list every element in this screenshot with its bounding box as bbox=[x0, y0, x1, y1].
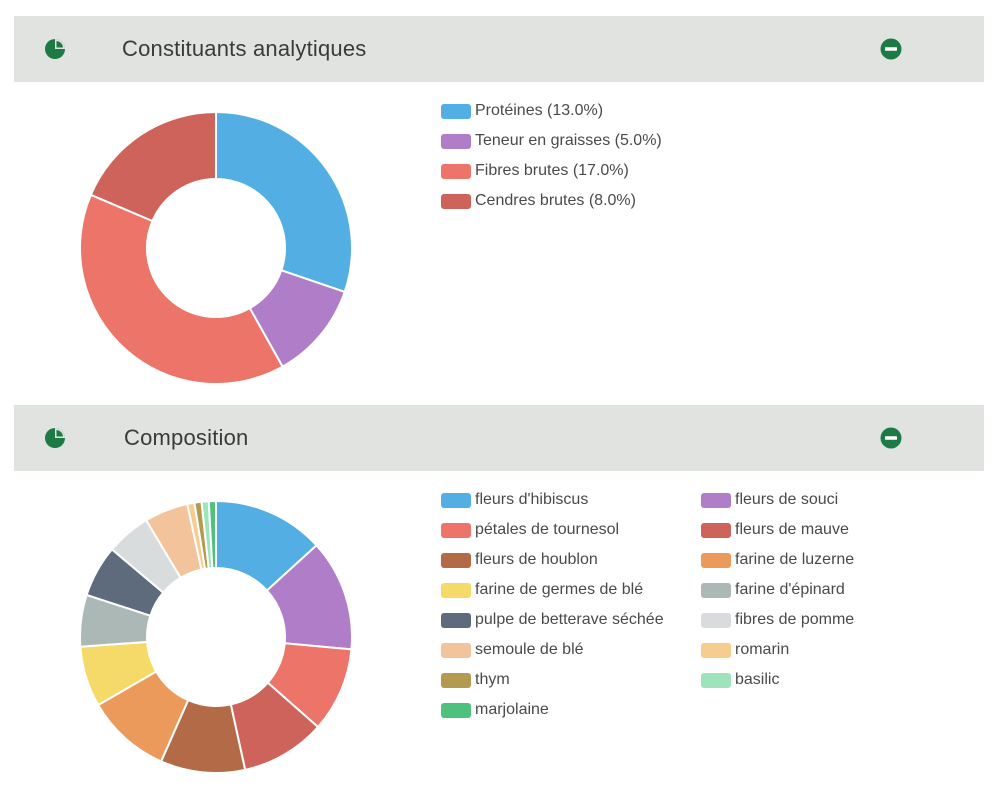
composition-donut-chart bbox=[79, 499, 353, 774]
legend-swatch bbox=[701, 523, 731, 538]
legend-swatch bbox=[441, 164, 471, 179]
legend-label: marjolaine bbox=[475, 701, 549, 718]
legend-swatch bbox=[441, 134, 471, 149]
collapse-minus-icon[interactable] bbox=[880, 427, 902, 449]
legend-label: Teneur en graisses (5.0%) bbox=[475, 132, 662, 149]
legend-label: fleurs de souci bbox=[735, 491, 839, 508]
legend-label: Fibres brutes (17.0%) bbox=[475, 162, 629, 179]
legend-swatch bbox=[441, 194, 471, 209]
legend-swatch bbox=[441, 553, 471, 568]
legend-label: fleurs de houblon bbox=[475, 551, 598, 568]
legend-label: fleurs de mauve bbox=[735, 521, 849, 538]
legend-label: fleurs d'hibiscus bbox=[475, 491, 589, 508]
legend-swatch bbox=[441, 613, 471, 628]
legend-label: pétales de tournesol bbox=[475, 521, 620, 538]
legend-swatch bbox=[441, 703, 471, 718]
donut-slice[interactable] bbox=[207, 499, 217, 570]
legend-label: romarin bbox=[735, 641, 790, 658]
legend-swatch bbox=[441, 104, 471, 119]
analytical-legend: Protéines (13.0%) Teneur en graisses (5.0… bbox=[441, 101, 841, 231]
legend-label: thym bbox=[475, 671, 510, 688]
donut-slice[interactable] bbox=[215, 110, 353, 294]
legend-label: farine d'épinard bbox=[735, 581, 845, 598]
legend-label: semoule de blé bbox=[475, 641, 584, 658]
legend-label: farine de luzerne bbox=[735, 551, 855, 568]
section-header-composition: Composition bbox=[14, 405, 984, 471]
composition-legend: fleurs d'hibiscus fleurs de souci pétales … bbox=[441, 490, 961, 730]
legend-swatch bbox=[441, 643, 471, 658]
legend-swatch bbox=[701, 493, 731, 508]
legend-label: farine de germes de blé bbox=[475, 581, 644, 598]
legend-label: Cendres brutes (8.0%) bbox=[475, 192, 636, 209]
donut-slice[interactable] bbox=[89, 110, 217, 223]
legend-swatch bbox=[441, 493, 471, 508]
legend-label: basilic bbox=[735, 671, 780, 688]
collapse-minus-icon[interactable] bbox=[880, 38, 902, 60]
donut-slice[interactable] bbox=[79, 193, 284, 385]
legend-swatch bbox=[701, 553, 731, 568]
section-title: Composition bbox=[124, 425, 249, 450]
legend-swatch bbox=[701, 583, 731, 598]
legend-swatch bbox=[701, 613, 731, 628]
legend-label: fibres de pomme bbox=[735, 611, 855, 628]
legend-swatch bbox=[441, 673, 471, 688]
section-title: Constituants analytiques bbox=[122, 36, 367, 61]
pie-chart-icon bbox=[45, 39, 65, 59]
analytical-donut-chart bbox=[79, 110, 353, 385]
legend-swatch bbox=[701, 643, 731, 658]
pie-chart-icon bbox=[45, 428, 65, 448]
legend-label: pulpe de betterave séchée bbox=[475, 611, 664, 628]
section-header-analytical: Constituants analytiques bbox=[14, 16, 984, 82]
legend-swatch bbox=[441, 523, 471, 538]
legend-swatch bbox=[441, 583, 471, 598]
legend-swatch bbox=[701, 673, 731, 688]
legend-label: Protéines (13.0%) bbox=[475, 102, 604, 119]
